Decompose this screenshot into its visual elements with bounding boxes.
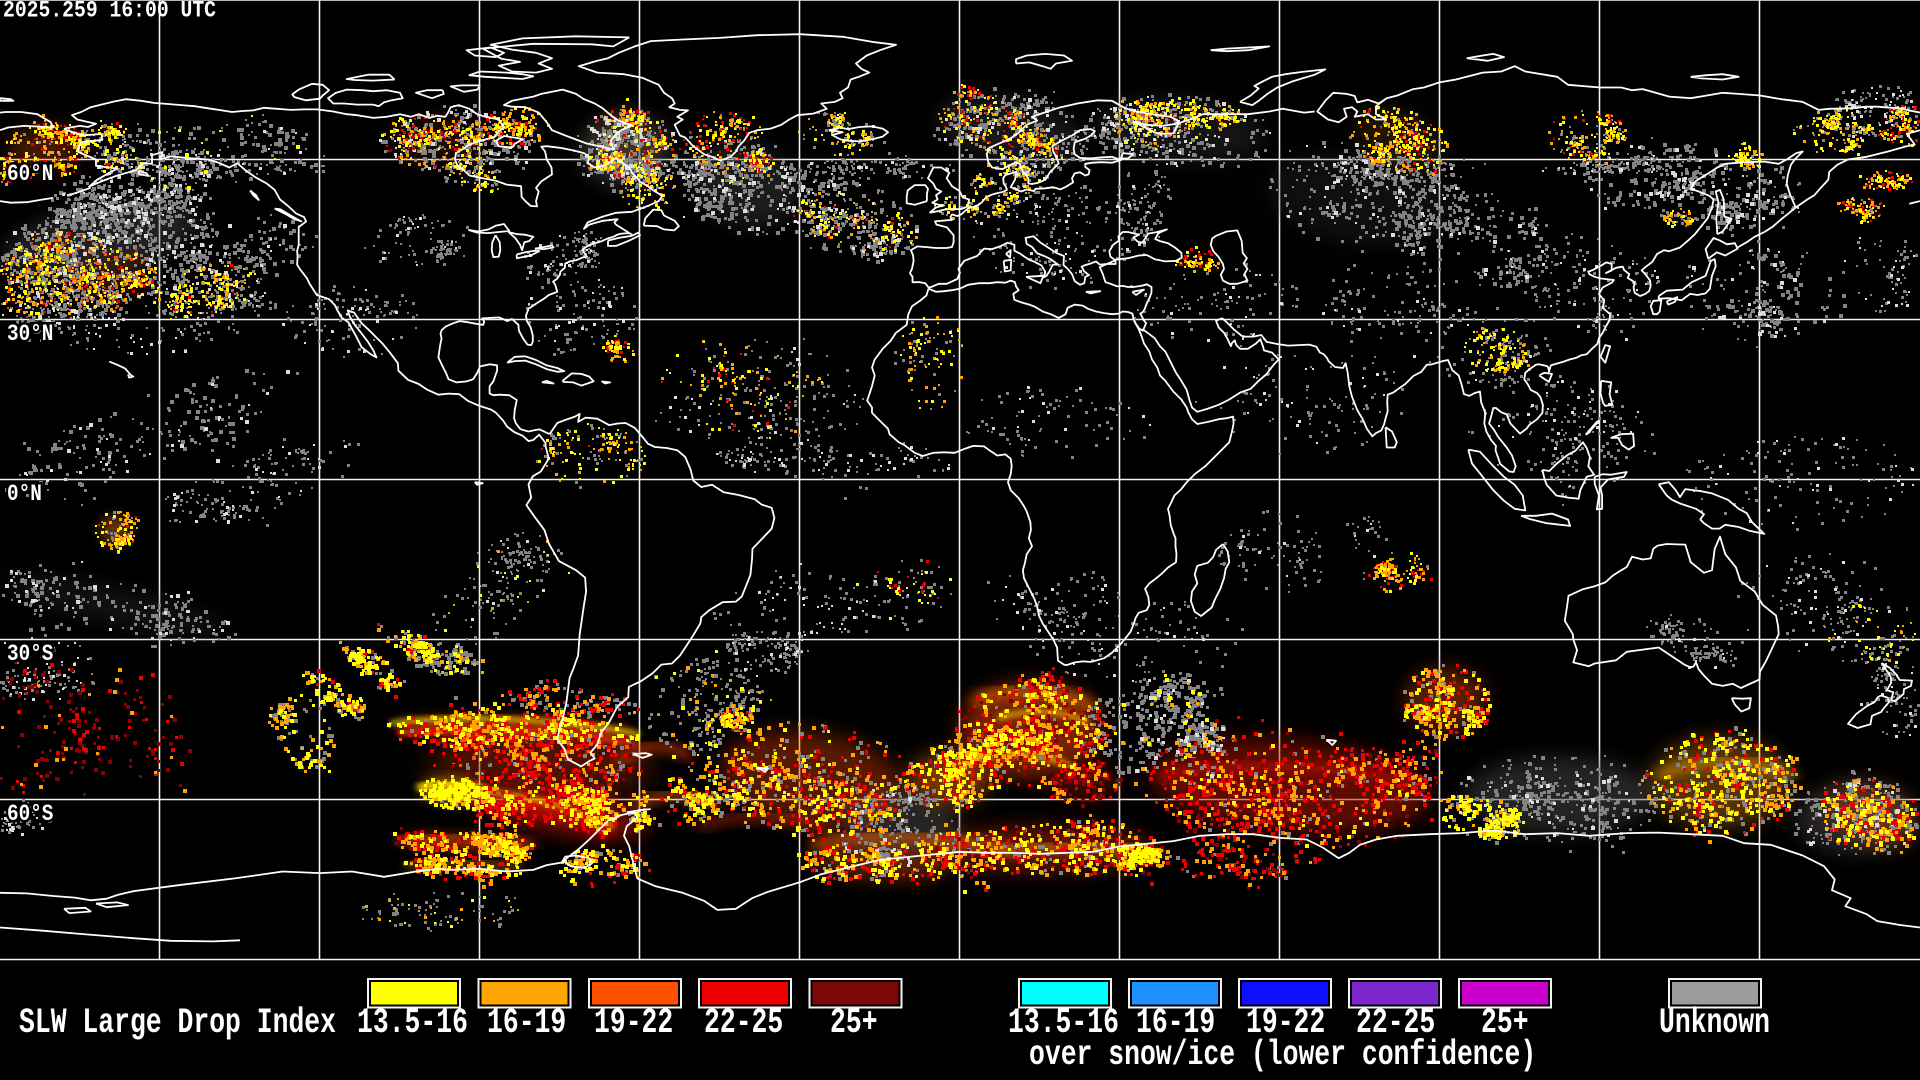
svg-text:2025.259 16:00 UTC: 2025.259 16:00 UTC	[3, 0, 216, 24]
svg-text:19-22: 19-22	[1246, 1003, 1325, 1043]
svg-text:22-25: 22-25	[704, 1003, 783, 1043]
svg-text:60°S: 60°S	[7, 801, 54, 827]
svg-text:Unknown: Unknown	[1659, 1003, 1770, 1043]
svg-text:30°S: 30°S	[7, 641, 54, 667]
svg-text:13.5-16: 13.5-16	[357, 1003, 468, 1043]
svg-text:16-19: 16-19	[487, 1003, 566, 1043]
svg-text:0°N: 0°N	[7, 481, 42, 507]
svg-text:SLW Large Drop Index: SLW Large Drop Index	[19, 1003, 336, 1043]
svg-text:13.5-16: 13.5-16	[1008, 1003, 1119, 1043]
svg-text:22-25: 22-25	[1356, 1003, 1435, 1043]
svg-text:25+: 25+	[830, 1003, 878, 1043]
svg-text:19-22: 19-22	[594, 1003, 673, 1043]
svg-text:16-19: 16-19	[1136, 1003, 1215, 1043]
svg-text:60°N: 60°N	[7, 161, 53, 187]
svg-text:25+: 25+	[1481, 1003, 1529, 1043]
svg-text:over snow/ice (lower confidenc: over snow/ice (lower confidence)	[1029, 1035, 1536, 1075]
svg-text:30°N: 30°N	[7, 321, 53, 347]
